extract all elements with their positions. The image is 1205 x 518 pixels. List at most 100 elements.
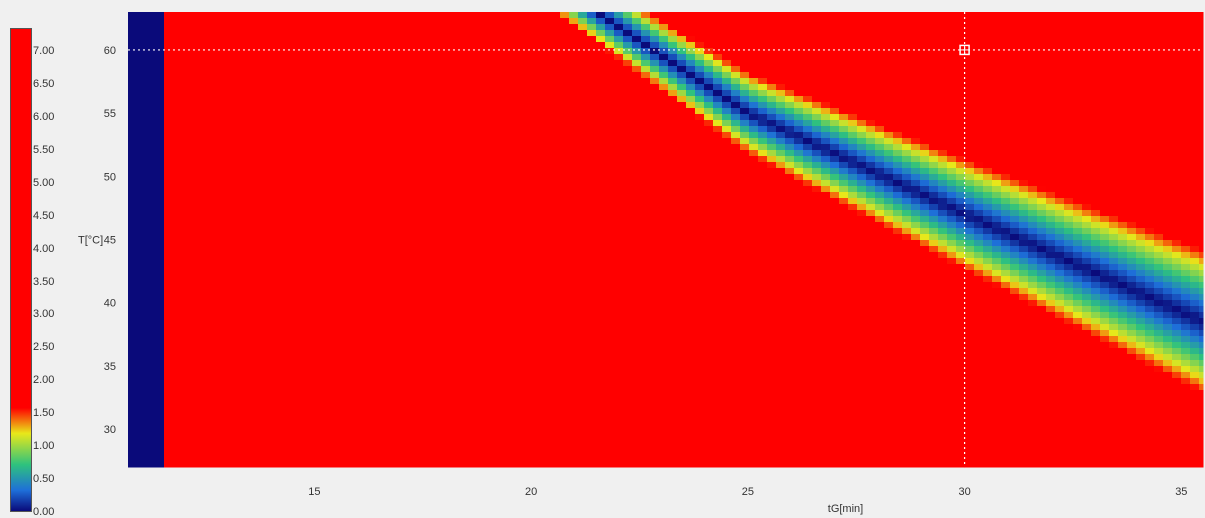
heatmap-cell xyxy=(506,24,516,31)
heatmap-cell xyxy=(155,36,165,43)
heatmap-cell xyxy=(362,12,372,19)
heatmap-cell xyxy=(533,348,543,355)
heatmap-cell xyxy=(479,192,489,199)
heatmap-cell xyxy=(425,102,435,109)
heatmap-cell xyxy=(641,348,651,355)
heatmap-cell xyxy=(713,210,723,217)
heatmap-cell xyxy=(650,318,660,325)
heatmap-cell xyxy=(173,54,183,61)
heatmap-cell xyxy=(281,462,291,468)
heatmap-cell xyxy=(686,408,696,415)
heatmap-cell xyxy=(263,336,273,343)
heatmap-cell xyxy=(191,138,201,145)
heatmap-cell xyxy=(380,408,390,415)
heatmap-cell xyxy=(596,150,606,157)
heatmap-cell xyxy=(668,60,678,67)
heatmap-cell xyxy=(488,18,498,25)
heatmap-cell xyxy=(173,126,183,133)
heatmap-cell xyxy=(254,360,264,367)
heatmap-cell xyxy=(308,150,318,157)
heatmap-cell xyxy=(371,12,381,19)
heatmap-cell xyxy=(281,432,291,439)
heatmap-cell xyxy=(650,78,660,85)
heatmap-cell xyxy=(695,108,705,115)
heatmap-cell xyxy=(713,222,723,229)
heatmap-cell xyxy=(416,96,426,103)
heatmap-cell xyxy=(668,366,678,373)
heatmap-cell xyxy=(452,12,462,19)
heatmap-cell xyxy=(191,222,201,229)
heatmap-cell xyxy=(371,240,381,247)
heatmap-cell xyxy=(614,36,624,43)
heatmap-cell xyxy=(614,150,624,157)
heatmap-cell xyxy=(308,186,318,193)
heatmap-cell xyxy=(353,396,363,403)
heatmap-cell xyxy=(272,72,282,79)
heatmap-cell xyxy=(551,270,561,277)
heatmap-cell xyxy=(560,306,570,313)
heatmap-cell xyxy=(704,462,714,468)
heatmap-cell xyxy=(335,150,345,157)
heatmap-cell xyxy=(425,210,435,217)
heatmap-cell xyxy=(677,42,687,49)
heatmap-cell xyxy=(497,120,507,127)
heatmap-cell xyxy=(452,462,462,468)
heatmap-cell xyxy=(605,24,615,31)
heatmap-cell xyxy=(515,204,525,211)
heatmap-cell xyxy=(443,432,453,439)
heatmap-cell xyxy=(452,414,462,421)
heatmap-cell xyxy=(182,72,192,79)
heatmap-cell xyxy=(164,258,174,265)
heatmap-cell xyxy=(254,444,264,451)
heatmap-cell xyxy=(470,318,480,325)
heatmap-cell xyxy=(191,156,201,163)
heatmap-cell xyxy=(218,168,228,175)
heatmap-cell xyxy=(677,450,687,457)
heatmap-cell xyxy=(506,306,516,313)
heatmap-cell xyxy=(281,300,291,307)
heatmap-cell xyxy=(380,270,390,277)
heatmap-cell xyxy=(668,120,678,127)
heatmap-cell xyxy=(290,66,300,73)
heatmap-cell xyxy=(704,240,714,247)
heatmap-cell xyxy=(308,216,318,223)
heatmap-cell xyxy=(254,246,264,253)
heatmap-cell xyxy=(263,150,273,157)
heatmap-cell xyxy=(497,126,507,133)
heatmap-cell xyxy=(380,444,390,451)
heatmap-cell xyxy=(407,438,417,445)
heatmap-cell xyxy=(704,246,714,253)
heatmap-cell xyxy=(371,378,381,385)
heatmap-cell xyxy=(137,192,147,199)
heatmap-cell xyxy=(281,402,291,409)
heatmap-cell xyxy=(650,252,660,259)
heatmap-cell xyxy=(677,210,687,217)
heatmap-cell xyxy=(182,282,192,289)
heatmap-cell xyxy=(128,78,138,85)
heatmap-cell xyxy=(587,330,597,337)
heatmap-cell xyxy=(128,300,138,307)
heatmap-cell xyxy=(587,18,597,25)
heatmap-cell xyxy=(353,114,363,121)
heatmap-cell xyxy=(218,276,228,283)
heatmap-cell xyxy=(155,60,165,67)
heatmap-cell xyxy=(560,126,570,133)
heatmap-cell xyxy=(398,102,408,109)
heatmap-cell xyxy=(182,12,192,19)
heatmap-cell xyxy=(488,438,498,445)
heatmap-cell xyxy=(362,252,372,259)
heatmap-cell xyxy=(497,312,507,319)
heatmap-cell xyxy=(371,330,381,337)
heatmap-cell xyxy=(155,240,165,247)
heatmap-cell xyxy=(353,156,363,163)
heatmap-cell xyxy=(236,354,246,361)
heatmap-cell xyxy=(263,330,273,337)
heatmap-cell xyxy=(380,438,390,445)
heatmap-cell xyxy=(155,288,165,295)
heatmap-cell xyxy=(668,246,678,253)
heatmap-cell xyxy=(677,162,687,169)
heatmap-cell xyxy=(497,54,507,61)
heatmap-cell xyxy=(560,228,570,235)
heatmap-cell xyxy=(245,174,255,181)
